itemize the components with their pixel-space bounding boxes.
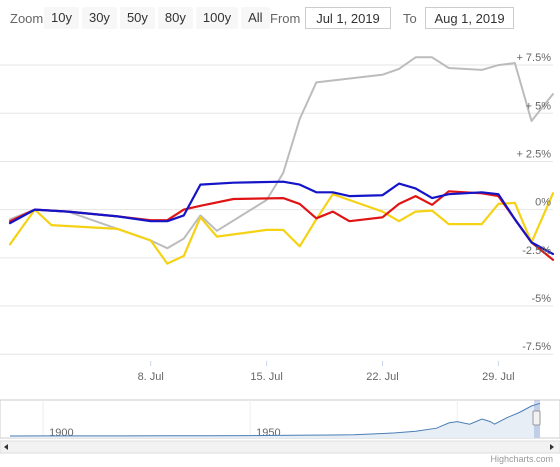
credit-text[interactable]: Highcharts.com	[490, 454, 553, 464]
y-tick-label: + 5%	[526, 100, 552, 112]
x-tick-label: 22. Jul	[366, 371, 398, 383]
series-line-yellow	[8, 192, 555, 265]
scroll-left-arrow-icon[interactable]	[4, 444, 8, 450]
grid	[0, 64, 553, 366]
zoom-button-80y[interactable]: 80y	[157, 7, 193, 29]
series-line-blue	[8, 180, 555, 256]
x-tick-label: 15. Jul	[250, 371, 282, 383]
zoom-button-30y[interactable]: 30y	[81, 7, 117, 29]
to-label: To	[403, 11, 417, 26]
x-axis-labels: 8. Jul 15. Jul 22. Jul 29. Jul	[138, 371, 515, 383]
zoom-button-10y[interactable]: 10y	[44, 7, 79, 29]
series-line-gray	[9, 56, 554, 250]
series-line-red	[8, 190, 555, 261]
navigator-series-line	[9, 402, 541, 437]
y-tick-label: + 2.5%	[516, 148, 551, 160]
y-tick-label: -2.5%	[522, 245, 551, 257]
x-tick-label: 8. Jul	[138, 371, 164, 383]
zoom-button-all[interactable]: All	[241, 7, 270, 29]
range-selector: Zoom 10y 30y 50y 80y 100y All From Jul 1…	[0, 0, 560, 38]
to-date-input[interactable]: Aug 1, 2019	[425, 7, 514, 29]
series-lines	[8, 56, 555, 265]
zoom-button-50y[interactable]: 50y	[119, 7, 155, 29]
zoom-label: Zoom	[10, 11, 44, 26]
y-tick-label: -7.5%	[522, 341, 551, 353]
navigator[interactable]: 190019502000	[0, 399, 560, 454]
y-tick-label: 0%	[535, 197, 551, 209]
zoom-button-100y[interactable]: 100y	[195, 7, 239, 29]
from-label: From	[270, 11, 301, 26]
from-date-input[interactable]: Jul 1, 2019	[305, 7, 391, 29]
navigator-area	[10, 403, 540, 438]
y-tick-label: + 7.5%	[516, 52, 551, 64]
y-tick-label: -5%	[531, 293, 551, 305]
y-axis-labels: + 7.5% + 5% + 2.5% 0% -2.5% -5% -7.5%	[516, 52, 551, 353]
navigator-handle[interactable]	[532, 410, 541, 426]
x-tick-label: 29. Jul	[482, 371, 514, 383]
navigator-scrollbar-track[interactable]	[0, 440, 560, 454]
zoom-buttons: 10y 30y 50y 80y 100y All	[44, 7, 270, 29]
scroll-right-arrow-icon[interactable]	[550, 444, 554, 450]
